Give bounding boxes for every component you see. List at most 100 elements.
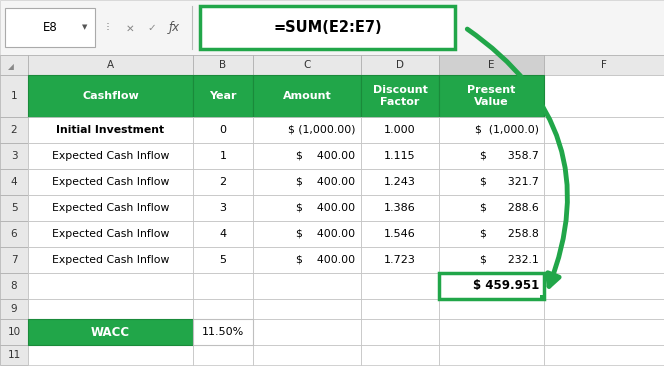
Text: =SUM(E2:E7): =SUM(E2:E7) — [273, 20, 382, 35]
Bar — [193, 75, 253, 117]
Text: 1.243: 1.243 — [384, 177, 416, 187]
Bar — [439, 169, 544, 195]
Bar — [193, 75, 253, 117]
Bar — [28, 345, 193, 365]
Text: $      288.6: $ 288.6 — [480, 203, 539, 213]
Bar — [0, 195, 28, 221]
Text: Expected Cash Inflow: Expected Cash Inflow — [52, 151, 169, 161]
Bar — [544, 117, 664, 143]
Text: $    400.00: $ 400.00 — [296, 203, 355, 213]
Bar — [439, 319, 544, 345]
Bar — [439, 221, 544, 247]
Bar — [28, 221, 193, 247]
Bar — [0, 143, 28, 169]
Text: 7: 7 — [11, 255, 17, 265]
Text: 3: 3 — [220, 203, 226, 213]
Bar — [28, 143, 193, 169]
Bar — [439, 247, 544, 273]
Bar — [361, 143, 439, 169]
Text: 5: 5 — [220, 255, 226, 265]
Bar — [439, 117, 544, 143]
Bar — [193, 345, 253, 365]
Text: $    400.00: $ 400.00 — [296, 177, 355, 187]
Text: 6: 6 — [11, 229, 17, 239]
Bar — [193, 221, 253, 247]
Bar — [0, 319, 28, 345]
Text: ✓: ✓ — [147, 23, 157, 34]
Bar — [544, 195, 664, 221]
Bar — [253, 195, 361, 221]
Text: ▼: ▼ — [82, 25, 88, 31]
Bar — [193, 169, 253, 195]
Text: 4: 4 — [11, 177, 17, 187]
Text: Cashflow: Cashflow — [82, 91, 139, 101]
Text: $      321.7: $ 321.7 — [480, 177, 539, 187]
Bar — [544, 169, 664, 195]
Text: ƒx: ƒx — [169, 21, 179, 34]
Bar — [439, 75, 544, 117]
Bar — [28, 319, 193, 345]
Bar — [253, 247, 361, 273]
Text: 8: 8 — [11, 281, 17, 291]
Bar — [193, 319, 253, 345]
Bar — [0, 299, 28, 319]
Text: 3: 3 — [11, 151, 17, 161]
Bar — [28, 299, 193, 319]
Text: Year: Year — [209, 91, 237, 101]
Text: $ 459.951: $ 459.951 — [473, 279, 539, 292]
Text: Expected Cash Inflow: Expected Cash Inflow — [52, 255, 169, 265]
Bar — [439, 299, 544, 319]
Bar — [28, 55, 193, 75]
Bar — [544, 247, 664, 273]
Text: D: D — [396, 60, 404, 70]
Bar — [0, 75, 28, 117]
Bar — [28, 195, 193, 221]
Bar — [253, 169, 361, 195]
Bar — [253, 75, 361, 117]
Bar — [193, 319, 253, 345]
Text: ⁝: ⁝ — [106, 21, 110, 34]
Bar — [28, 143, 193, 169]
Bar — [193, 247, 253, 273]
Bar — [253, 247, 361, 273]
Text: Expected Cash Inflow: Expected Cash Inflow — [52, 177, 169, 187]
Text: $      232.1: $ 232.1 — [480, 255, 539, 265]
Text: $    400.00: $ 400.00 — [296, 255, 355, 265]
Bar — [439, 195, 544, 221]
Bar — [544, 55, 664, 75]
Bar — [253, 143, 361, 169]
Bar — [439, 221, 544, 247]
Bar — [28, 247, 193, 273]
Bar — [544, 345, 664, 365]
Bar — [28, 169, 193, 195]
Text: A: A — [107, 60, 114, 70]
Bar — [28, 195, 193, 221]
Text: 1: 1 — [220, 151, 226, 161]
Bar — [253, 143, 361, 169]
Bar — [193, 221, 253, 247]
Bar — [361, 195, 439, 221]
Bar — [361, 319, 439, 345]
Bar — [0, 221, 28, 247]
Text: $      358.7: $ 358.7 — [480, 151, 539, 161]
Bar — [361, 221, 439, 247]
Bar — [439, 143, 544, 169]
Text: ◢: ◢ — [8, 63, 14, 72]
Bar — [0, 0, 664, 55]
Bar — [439, 143, 544, 169]
Bar — [28, 169, 193, 195]
Bar — [193, 195, 253, 221]
Text: 11.50%: 11.50% — [202, 327, 244, 337]
Bar — [361, 221, 439, 247]
Bar — [361, 299, 439, 319]
Text: F: F — [601, 60, 607, 70]
Bar — [439, 75, 544, 117]
Text: 1: 1 — [11, 91, 17, 101]
Text: 1.546: 1.546 — [384, 229, 416, 239]
Bar — [439, 247, 544, 273]
Bar — [253, 169, 361, 195]
Bar — [361, 247, 439, 273]
Bar — [193, 55, 253, 75]
Bar — [253, 117, 361, 143]
Text: ✕: ✕ — [125, 23, 134, 34]
